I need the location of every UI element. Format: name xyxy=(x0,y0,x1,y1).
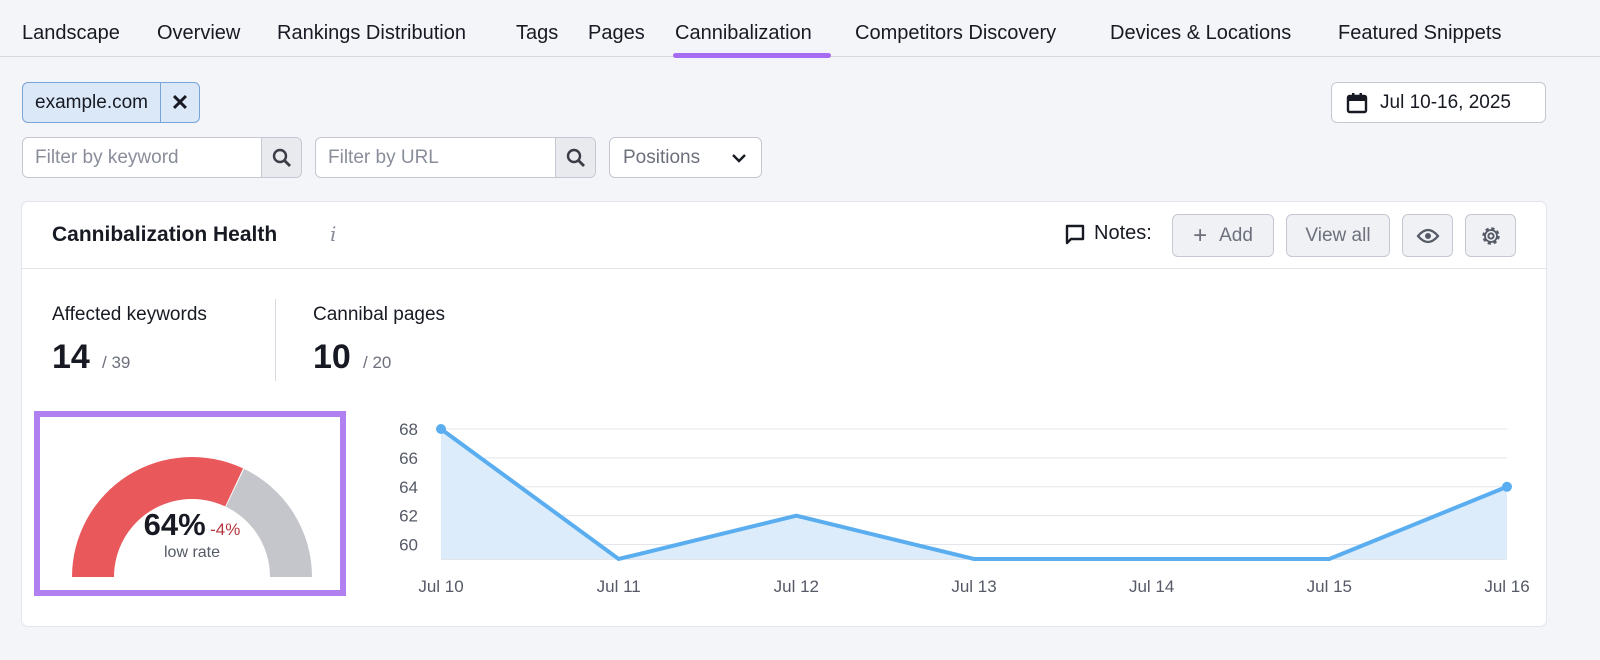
tab-rankings-distribution[interactable]: Rankings Distribution xyxy=(277,22,466,44)
y-tick-label: 60 xyxy=(399,536,418,555)
search-icon[interactable] xyxy=(555,138,595,177)
tab-featured-snippets[interactable]: Featured Snippets xyxy=(1338,22,1502,44)
comment-icon xyxy=(1065,224,1085,244)
calendar-icon xyxy=(1346,92,1368,113)
notes-label: Notes: xyxy=(1064,222,1152,245)
x-tick-label: Jul 10 xyxy=(418,577,463,596)
cannibal-pages-value: 10 xyxy=(313,338,351,376)
url-filter-input[interactable]: Filter by URL xyxy=(328,146,439,168)
url-filter[interactable]: Filter by URL xyxy=(315,137,596,178)
domain-chip-label: example.com xyxy=(23,83,161,122)
positions-label: Positions xyxy=(623,146,701,168)
area-fill xyxy=(441,429,1507,559)
tab-devices-locations[interactable]: Devices & Locations xyxy=(1110,22,1292,44)
tab-pages[interactable]: Pages xyxy=(588,22,645,44)
x-tick-label: Jul 15 xyxy=(1307,577,1352,596)
info-icon[interactable]: i xyxy=(330,222,337,246)
metric-divider xyxy=(275,299,276,381)
tab-cannibalization[interactable]: Cannibalization xyxy=(675,22,812,44)
search-icon[interactable] xyxy=(261,138,301,177)
gauge-value: 64% xyxy=(143,507,206,542)
date-range-label: Jul 10-16, 2025 xyxy=(1380,91,1511,113)
date-range-button[interactable]: Jul 10-16, 2025 xyxy=(1331,82,1546,123)
view-all-notes-button[interactable]: View all xyxy=(1286,214,1390,257)
tab-competitors-discovery[interactable]: Competitors Discovery xyxy=(855,22,1057,44)
tab-overview[interactable]: Overview xyxy=(157,22,241,44)
y-tick-label: 62 xyxy=(399,507,418,526)
y-tick-label: 68 xyxy=(399,420,418,439)
cannibal-pages-total: / 20 xyxy=(363,353,392,372)
data-point[interactable] xyxy=(436,424,446,434)
x-tick-label: Jul 14 xyxy=(1129,577,1174,596)
cannibal-pages-label: Cannibal pages xyxy=(313,304,446,325)
x-tick-label: Jul 11 xyxy=(597,577,641,596)
positions-dropdown[interactable]: Positions xyxy=(609,137,762,178)
keyword-filter[interactable]: Filter by keyword xyxy=(22,137,302,178)
gauge-fill xyxy=(72,457,244,577)
plus-icon: + xyxy=(1193,221,1208,249)
notes-text: Notes: xyxy=(1094,222,1152,244)
card-header: Cannibalization Health i Notes: + Add Vie… xyxy=(22,202,1546,269)
health-gauge xyxy=(72,457,312,577)
highlight-box xyxy=(34,411,346,596)
chevron-down-icon xyxy=(732,153,746,163)
y-tick-label: 66 xyxy=(399,449,418,468)
data-point[interactable] xyxy=(1502,481,1512,492)
gear-icon[interactable] xyxy=(1465,214,1516,257)
tab-landscape[interactable]: Landscape xyxy=(22,22,120,44)
card-title: Cannibalization Health xyxy=(52,223,278,246)
tab-bar: Landscape Overview Rankings Distribution Ta… xyxy=(0,0,1600,58)
add-note-button[interactable]: + Add xyxy=(1172,214,1274,257)
domain-filter-chip: example.com ✕ xyxy=(22,82,200,123)
eye-icon[interactable] xyxy=(1402,214,1453,257)
cannibalization-health-card: Cannibalization Health i Notes: + Add Vie… xyxy=(22,202,1546,626)
tab-tags[interactable]: Tags xyxy=(516,22,559,44)
x-tick-label: Jul 16 xyxy=(1484,577,1529,596)
y-tick-label: 64 xyxy=(399,478,418,497)
x-tick-label: Jul 13 xyxy=(951,577,996,596)
keyword-filter-input[interactable]: Filter by keyword xyxy=(35,146,179,168)
affected-keywords-total: / 39 xyxy=(102,353,131,372)
active-tab-indicator xyxy=(673,53,831,58)
gauge-caption: low rate xyxy=(163,544,221,561)
gauge-labels: 64% -4% low rate xyxy=(52,507,332,562)
add-label: Add xyxy=(1219,224,1253,246)
series-line xyxy=(439,427,1508,562)
affected-keywords-value: 14 xyxy=(52,338,90,376)
gauge-change: -4% xyxy=(210,520,241,539)
trend-chart: 68 66 64 62 60 Jul 10 Jul 11 Jul 12 Jul 13 Jul 14… xyxy=(399,420,1530,596)
x-tick-label: Jul 12 xyxy=(774,577,819,596)
close-icon[interactable]: ✕ xyxy=(170,89,190,115)
affected-keywords-label: Affected keywords xyxy=(52,304,207,325)
gauge-remainder xyxy=(225,468,312,577)
